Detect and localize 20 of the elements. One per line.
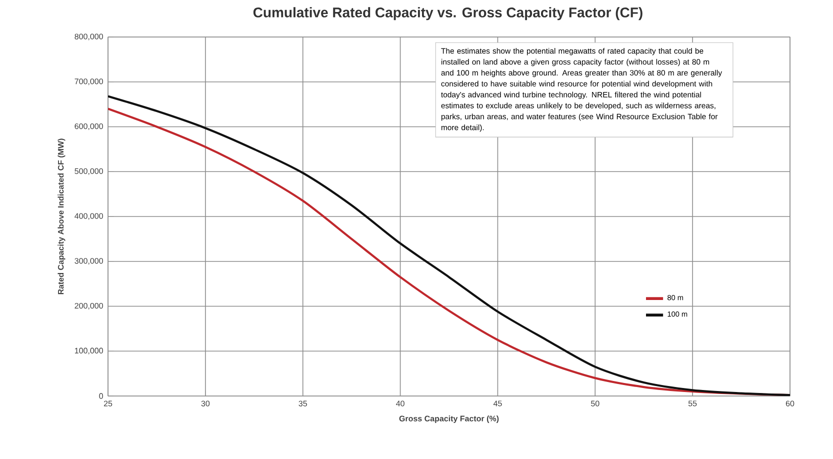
x-tick-label: 55 [688, 400, 697, 406]
chart-title: Cumulative Rated Capacity vs. Gross Capacity Factor (CF) [253, 7, 642, 20]
y-tick-label: 500,000 [74, 168, 103, 175]
x-tick-label: 30 [201, 400, 210, 406]
y-axis-title: Rated Capacity Above Indicated CF (MW) [58, 138, 66, 294]
y-tick-label: 800,000 [74, 34, 103, 40]
x-tick-label: 35 [298, 400, 307, 406]
x-axis-title: Gross Capacity Factor (%) [399, 416, 499, 423]
y-tick-label: 700,000 [74, 78, 103, 86]
y-tick-label: 400,000 [74, 213, 103, 220]
y-tick-label: 200,000 [74, 302, 103, 310]
x-tick-label: 50 [591, 400, 600, 406]
x-tick-label: 45 [493, 400, 502, 406]
x-tick-label: 40 [396, 400, 404, 406]
x-tick-label: 60 [786, 400, 794, 406]
y-tick-label: 100,000 [74, 348, 103, 354]
x-tick-label: 25 [104, 400, 112, 406]
y-tick-label: 300,000 [74, 258, 103, 265]
y-tick-label: 600,000 [74, 123, 103, 130]
y-tick-label: 0 [99, 393, 103, 399]
